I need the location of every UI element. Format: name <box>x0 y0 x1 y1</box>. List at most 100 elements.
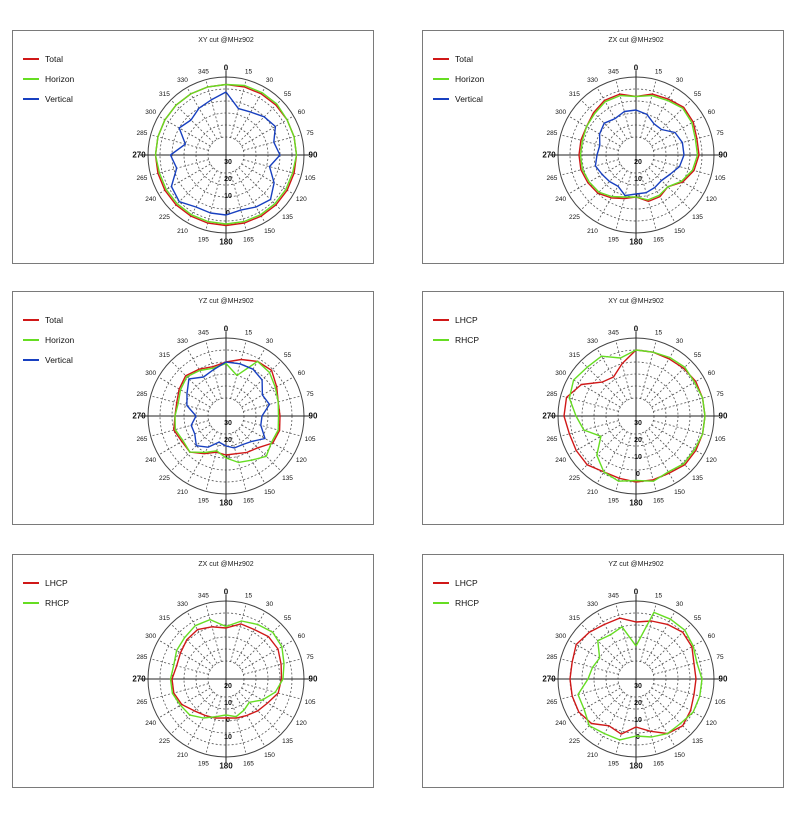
angle-tick-label: 90 <box>719 412 728 421</box>
grid-spoke <box>644 431 676 484</box>
angle-tick-label: 270 <box>132 151 146 160</box>
angle-tick-label: 180 <box>219 762 233 771</box>
grid-spoke <box>230 340 247 399</box>
radial-tick-label: 30 <box>224 159 232 166</box>
angle-tick-label: 55 <box>284 352 292 359</box>
angle-tick-label: 195 <box>608 498 619 505</box>
angle-tick-label: 30 <box>266 338 274 345</box>
angle-tick-label: 345 <box>198 592 209 599</box>
angle-tick-label: 180 <box>629 238 643 247</box>
series-line-vertical <box>169 91 281 216</box>
angle-tick-label: 165 <box>243 237 254 244</box>
angle-tick-label: 15 <box>245 329 253 336</box>
series-line-lhcp <box>171 623 283 719</box>
grid-spoke <box>205 696 222 755</box>
grid-spoke <box>651 424 704 456</box>
angle-tick-label: 315 <box>569 352 580 359</box>
polar-plot: XY cut @MHz902 0 15 30 55 60 75 90 105 120 135 150 1… <box>23 37 318 247</box>
radial-tick-label: 30 <box>224 420 232 427</box>
grid-spoke <box>238 167 282 211</box>
angle-tick-label: 0 <box>634 64 639 73</box>
chart-legend: LHCP RHCP <box>23 578 69 608</box>
angle-tick-label: 135 <box>692 738 703 745</box>
angle-tick-label: 180 <box>219 499 233 508</box>
series-line-horizon <box>174 360 280 464</box>
legend-label-vertical: Vertical <box>45 94 73 104</box>
angle-tick-label: 150 <box>264 489 275 496</box>
chart-legend: Total Horizon Vertical <box>23 54 75 104</box>
angle-tick-label: 60 <box>298 633 306 640</box>
grid-spoke <box>568 424 621 456</box>
grid-spoke <box>234 170 266 223</box>
grid-spoke <box>640 433 657 492</box>
radial-tick-label: 0 <box>636 193 640 200</box>
grid-spoke <box>241 639 294 671</box>
angle-tick-label: 105 <box>715 436 726 443</box>
grid-spoke <box>205 603 222 662</box>
chart-title: XY cut @MHz902 <box>608 298 664 305</box>
angle-tick-label: 330 <box>587 338 598 345</box>
radial-tick-label: 10 <box>634 176 642 183</box>
angle-tick-label: 0 <box>224 588 229 597</box>
grid-spoke <box>580 167 624 211</box>
chart-legend: LHCP RHCP <box>433 315 479 345</box>
angle-tick-label: 0 <box>224 325 229 334</box>
angle-tick-label: 315 <box>159 91 170 98</box>
angle-tick-label: 60 <box>298 109 306 116</box>
angle-tick-label: 120 <box>296 720 307 727</box>
angle-tick-label: 60 <box>708 370 716 377</box>
grid-spoke <box>651 115 704 147</box>
angle-tick-label: 150 <box>264 228 275 235</box>
angle-tick-label: 225 <box>569 475 580 482</box>
grid-spoke <box>568 687 621 719</box>
series-line-horizon <box>154 83 298 225</box>
angle-tick-label: 60 <box>708 633 716 640</box>
legend-label-lhcp: LHCP <box>455 315 478 325</box>
angle-tick-label: 330 <box>587 77 598 84</box>
grid-spoke <box>560 134 619 151</box>
grid-spoke <box>568 115 621 147</box>
angle-tick-label: 315 <box>569 615 580 622</box>
angle-tick-label: 265 <box>137 436 148 443</box>
angle-tick-label: 240 <box>555 457 566 464</box>
radial-tick-label: 20 <box>224 437 232 444</box>
angle-tick-label: 30 <box>266 601 274 608</box>
grid-spoke <box>615 79 632 138</box>
angle-tick-label: 30 <box>676 338 684 345</box>
grid-spoke <box>644 87 676 140</box>
grid-spoke <box>568 163 621 195</box>
legend-label-lhcp: LHCP <box>45 578 68 588</box>
legend-label-vertical: Vertical <box>45 355 73 365</box>
legend-label-rhcp: RHCP <box>45 598 69 608</box>
angle-tick-label: 330 <box>177 77 188 84</box>
angle-tick-label: 105 <box>305 699 316 706</box>
grid-spoke <box>651 376 704 408</box>
angle-tick-label: 285 <box>547 130 558 137</box>
grid-spoke <box>653 395 712 412</box>
angle-tick-label: 195 <box>198 761 209 768</box>
grid-spoke <box>560 658 619 675</box>
angle-tick-label: 210 <box>587 228 598 235</box>
angle-tick-label: 135 <box>282 214 293 221</box>
angle-tick-label: 195 <box>198 498 209 505</box>
angle-tick-label: 210 <box>177 228 188 235</box>
chart-title: XY cut @MHz902 <box>198 37 254 44</box>
angle-tick-label: 0 <box>224 64 229 73</box>
series-line-vertical <box>594 109 685 197</box>
angle-tick-label: 135 <box>282 738 293 745</box>
radial-tick-label: 0 <box>636 471 640 478</box>
angle-tick-label: 105 <box>715 175 726 182</box>
angle-tick-label: 15 <box>655 592 663 599</box>
grid-spoke <box>568 639 621 671</box>
radial-tick-label: 10 <box>634 717 642 724</box>
grid-spoke <box>640 696 657 755</box>
angle-tick-label: 0 <box>634 325 639 334</box>
angle-tick-label: 105 <box>305 436 316 443</box>
angle-tick-label: 285 <box>137 391 148 398</box>
grid-spoke <box>640 340 657 399</box>
grid-spoke <box>243 159 302 176</box>
angle-tick-label: 55 <box>284 615 292 622</box>
angle-tick-label: 225 <box>159 738 170 745</box>
angle-tick-label: 300 <box>145 633 156 640</box>
angle-tick-label: 240 <box>145 457 156 464</box>
